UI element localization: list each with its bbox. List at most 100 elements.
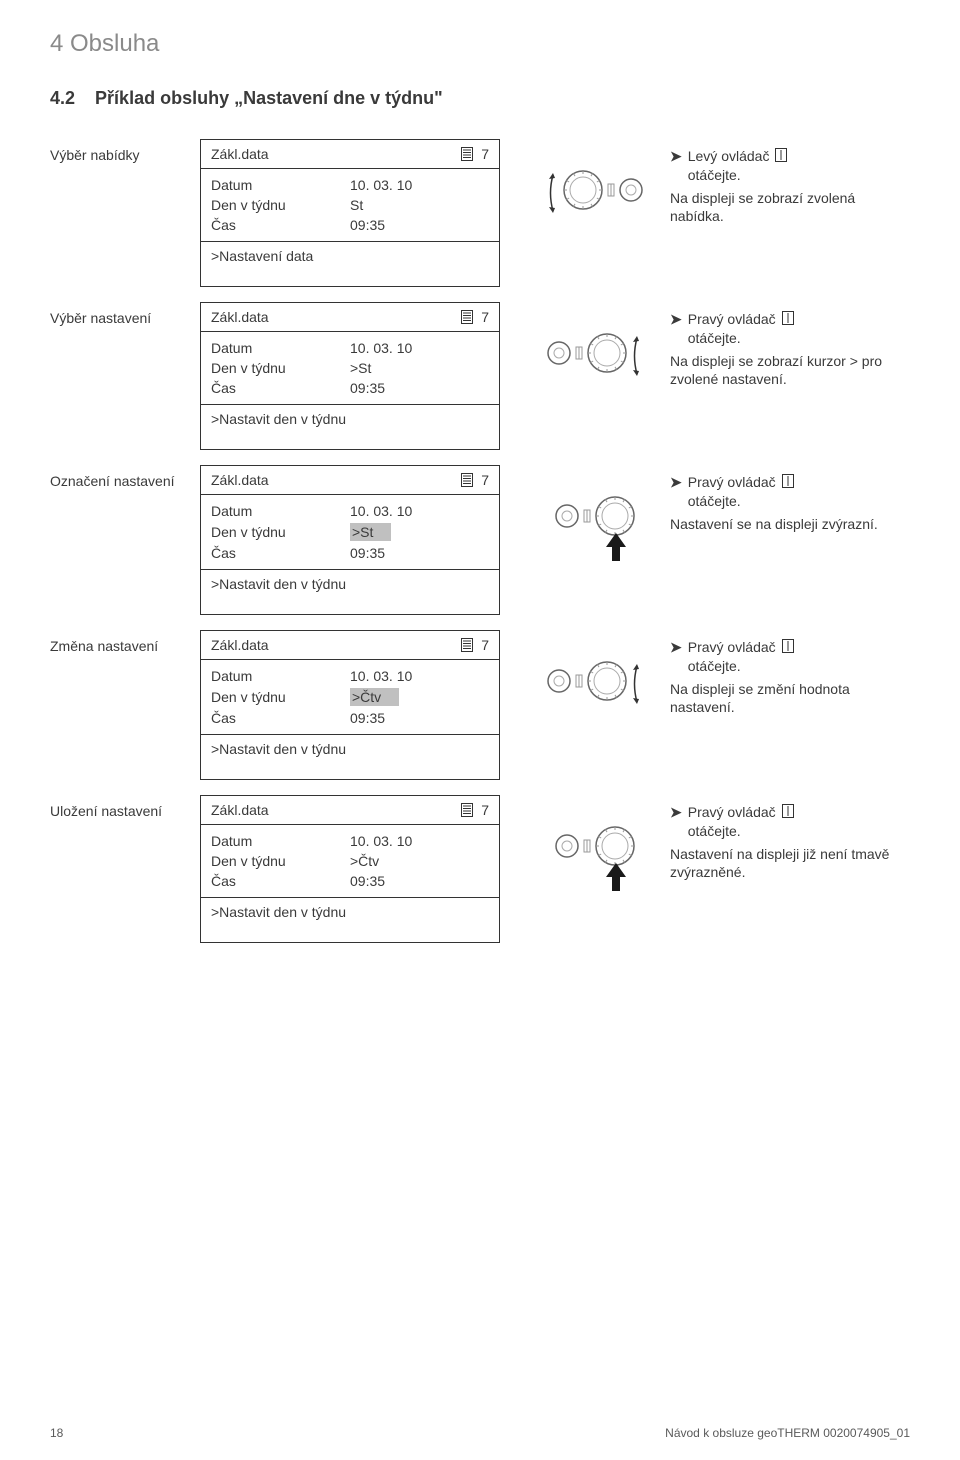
row-label: Den v týdnu (211, 360, 350, 376)
step-label: Změna nastavení (50, 630, 200, 654)
row-label: Den v týdnu (211, 524, 350, 540)
display-row: Datum 10. 03. 10 (211, 175, 489, 195)
instr-body: Nastavení na displeji již není tmavě zvý… (670, 845, 910, 881)
dial-inline-icon (775, 148, 787, 166)
instr-verb: otáčejte. (688, 330, 741, 346)
display-screen: Zákl.data 7 Datum 10. 03. 10 Den v týdnu… (200, 139, 500, 287)
display-footer: >Nastavit den v týdnu (201, 405, 499, 449)
display-row: Datum 10. 03. 10 (211, 338, 489, 358)
display-row: Den v týdnu >Čtv (211, 851, 489, 871)
instr-lead: Pravý ovládač (688, 311, 776, 327)
section-number: 4.2 (50, 88, 75, 108)
step-label: Výběr nastavení (50, 302, 200, 326)
display-footer: >Nastavení data (201, 242, 499, 286)
control-diagram (520, 302, 670, 379)
display-footer: >Nastavit den v týdnu (201, 735, 499, 779)
display-menu-indicator: 7 (461, 472, 489, 490)
display-row: Den v týdnu St (211, 195, 489, 215)
row-label: Datum (211, 833, 350, 849)
instruction-text: ➤ Levý ovládač otáčejte. Na displeji se … (670, 139, 910, 225)
display-title: Zákl.data (211, 309, 269, 327)
row-label: Čas (211, 380, 350, 396)
display-screen: Zákl.data 7 Datum 10. 03. 10 Den v týdnu… (200, 795, 500, 943)
instruction-text: ➤ Pravý ovládač otáčejte. Nastavení se n… (670, 465, 910, 533)
display-title: Zákl.data (211, 472, 269, 490)
display-menu-indicator: 7 (461, 637, 489, 655)
row-label: Den v týdnu (211, 853, 350, 869)
instr-lead: Pravý ovládač (688, 804, 776, 820)
dial-inline-icon (782, 311, 794, 329)
row-label: Datum (211, 177, 350, 193)
display-screen: Zákl.data 7 Datum 10. 03. 10 Den v týdnu… (200, 630, 500, 780)
menu-icon: 7 (461, 146, 489, 162)
row-label: Čas (211, 873, 350, 889)
instr-lead: Levý ovládač (688, 148, 770, 164)
step-row: Uložení nastavení Zákl.data 7 Datum 10. … (50, 795, 910, 943)
instr-body: Na displeji se zobrazí kurzor > pro zvol… (670, 352, 910, 388)
instr-verb: otáčejte. (688, 167, 741, 183)
arrow-icon: ➤ (670, 473, 682, 491)
row-value: 09:35 (350, 873, 385, 889)
control-diagram (520, 465, 670, 542)
display-title: Zákl.data (211, 637, 269, 655)
display-row: Čas 09:35 (211, 378, 489, 398)
row-value: 09:35 (350, 217, 385, 233)
menu-icon: 7 (461, 637, 489, 653)
arrow-icon: ➤ (670, 638, 682, 656)
instr-verb: otáčejte. (688, 823, 741, 839)
display-row: Datum 10. 03. 10 (211, 501, 489, 521)
step-label: Výběr nabídky (50, 139, 200, 163)
row-label: Čas (211, 710, 350, 726)
arrow-icon: ➤ (670, 803, 682, 821)
row-label: Datum (211, 668, 350, 684)
row-value: 10. 03. 10 (350, 668, 412, 684)
row-value: 10. 03. 10 (350, 340, 412, 356)
instr-body: Nastavení se na displeji zvýrazní. (670, 515, 910, 533)
menu-icon: 7 (461, 802, 489, 818)
instruction-text: ➤ Pravý ovládač otáčejte. Nastavení na d… (670, 795, 910, 881)
instr-verb: otáčejte. (688, 658, 741, 674)
display-title: Zákl.data (211, 802, 269, 820)
display-screen: Zákl.data 7 Datum 10. 03. 10 Den v týdnu… (200, 465, 500, 615)
section-title: 4.2 Příklad obsluhy „Nastavení dne v týd… (50, 88, 910, 109)
display-row: Čas 09:35 (211, 708, 489, 728)
display-row: Čas 09:35 (211, 215, 489, 235)
dial-inline-icon (782, 639, 794, 657)
page-number: 18 (50, 1426, 63, 1440)
step-label: Označení nastavení (50, 465, 200, 489)
display-title: Zákl.data (211, 146, 269, 164)
display-row: Čas 09:35 (211, 543, 489, 563)
row-value: 10. 03. 10 (350, 833, 412, 849)
display-footer: >Nastavit den v týdnu (201, 898, 499, 942)
step-row: Výběr nastavení Zákl.data 7 Datum 10. 03… (50, 302, 910, 450)
display-menu-indicator: 7 (461, 309, 489, 327)
instruction-text: ➤ Pravý ovládač otáčejte. Na displeji se… (670, 302, 910, 388)
row-value: 09:35 (350, 380, 385, 396)
row-value: 10. 03. 10 (350, 503, 412, 519)
display-row: Den v týdnu >St (211, 358, 489, 378)
dial-inline-icon (782, 804, 794, 822)
dial-inline-icon (782, 474, 794, 492)
row-label: Den v týdnu (211, 689, 350, 705)
control-diagram (520, 795, 670, 872)
menu-icon: 7 (461, 309, 489, 325)
display-screen: Zákl.data 7 Datum 10. 03. 10 Den v týdnu… (200, 302, 500, 450)
arrow-icon: ➤ (670, 310, 682, 328)
row-value: >St (350, 360, 371, 376)
step-row: Výběr nabídky Zákl.data 7 Datum 10. 03. … (50, 139, 910, 287)
highlighted-value: >St (350, 523, 391, 541)
row-label: Datum (211, 503, 350, 519)
row-label: Čas (211, 545, 350, 561)
display-row: Den v týdnu >Čtv (211, 686, 489, 708)
instr-verb: otáčejte. (688, 493, 741, 509)
display-footer: >Nastavit den v týdnu (201, 570, 499, 614)
display-row: Datum 10. 03. 10 (211, 666, 489, 686)
menu-icon: 7 (461, 472, 489, 488)
doc-reference: Návod k obsluze geoTHERM 0020074905_01 (665, 1426, 910, 1440)
chapter-header: 4 Obsluha (50, 30, 910, 58)
highlighted-value: >Čtv (350, 688, 399, 706)
instr-lead: Pravý ovládač (688, 474, 776, 490)
instr-lead: Pravý ovládač (688, 639, 776, 655)
instr-body: Na displeji se zobrazí zvolená nabídka. (670, 189, 910, 225)
display-row: Datum 10. 03. 10 (211, 831, 489, 851)
